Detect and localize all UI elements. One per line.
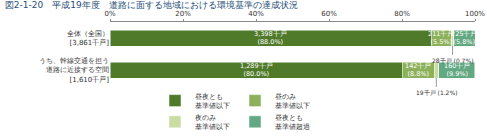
svg-text:夜のみ基準値以下: 夜のみ基準値以下 [195,114,230,131]
svg-text:1,289千戸(80.0%): 1,289千戸(80.0%) [240,62,273,78]
svg-text:3,398千戸(88.0%): 3,398千戸(88.0%) [254,30,287,46]
svg-text:160千戸(9.9%): 160千戸(9.9%) [444,62,470,78]
svg-text:142千戸(8.8%): 142千戸(8.8%) [405,62,431,78]
svg-text:60%: 60% [321,10,337,18]
svg-text:うち、幹線交通を担う道路に近接する空間[1,610千戸]: うち、幹線交通を担う道路に近接する空間[1,610千戸] [39,57,109,83]
svg-text:0%: 0% [104,10,115,18]
svg-text:20%: 20% [175,10,191,18]
svg-text:19千戸 (1.2%): 19千戸 (1.2%) [416,89,457,96]
svg-text:80%: 80% [394,10,410,18]
svg-text:28千戸 (0.7%): 28千戸 (0.7%) [432,57,473,64]
svg-text:昼夜とも基準値超過: 昼夜とも基準値超過 [275,114,310,131]
svg-text:全体（全国）[3,861千戸]: 全体（全国）[3,861千戸] [67,30,109,47]
svg-text:図2-1-20 平成19年度 道路に面する地域における環境基: 図2-1-20 平成19年度 道路に面する地域における環境基準の達成状況 [5,0,298,10]
svg-text:225千戸(5.8%): 225千戸(5.8%) [451,30,477,46]
svg-text:40%: 40% [248,10,264,18]
svg-text:100%: 100% [465,10,485,18]
svg-text:211千戸(5.5%): 211千戸(5.5%) [428,30,454,46]
svg-text:昼夜とも基準値以下: 昼夜とも基準値以下 [195,93,230,110]
svg-text:昼のみ基準値以下: 昼のみ基準値以下 [275,93,310,110]
